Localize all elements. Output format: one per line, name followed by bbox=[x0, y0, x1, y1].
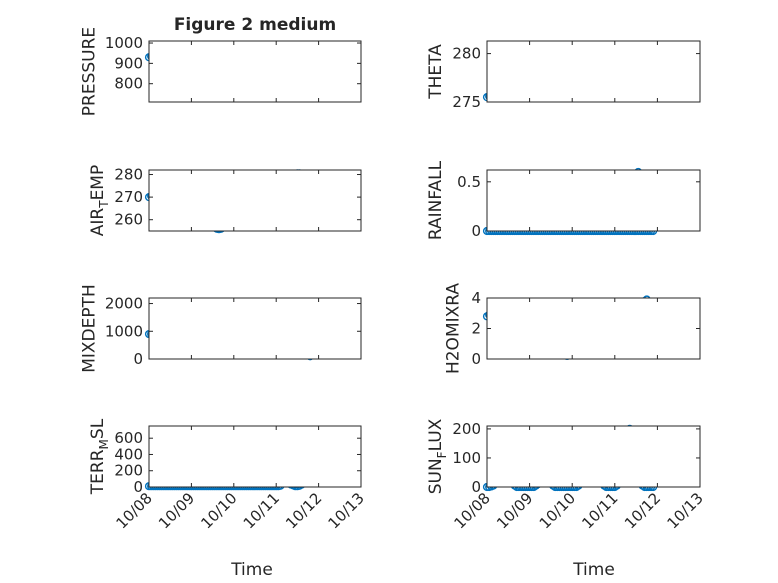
y-tick-label: 0 bbox=[471, 222, 481, 240]
axes-frame bbox=[148, 425, 362, 488]
y-tick-label: 280 bbox=[452, 45, 481, 63]
axes-frame bbox=[486, 297, 701, 360]
y-axis-label: RAINFALL bbox=[426, 160, 446, 240]
y-axis-label: PRESSURE bbox=[80, 27, 100, 116]
subplot-mixdepth: 0 1000 2000 MIXDEPTH bbox=[80, 284, 362, 373]
subplot-theta: 275 280 THETA bbox=[426, 40, 701, 111]
y-axis-label: THETA bbox=[426, 44, 446, 100]
y-tick-label: 0 bbox=[471, 350, 481, 368]
y-tick-label: 275 bbox=[452, 93, 481, 111]
y-tick-label: 400 bbox=[114, 445, 143, 463]
y-axis-label-rest: EMP bbox=[88, 165, 108, 201]
y-axis-label: H2OMIXRA bbox=[443, 283, 463, 374]
y-axis-label-main: PRESSURE bbox=[80, 27, 100, 116]
y-axis-label-main: RAINFALL bbox=[426, 160, 446, 240]
axes-frame bbox=[148, 297, 362, 360]
y-axis-label-main: H2OMIXRA bbox=[443, 283, 463, 374]
y-axis-label: TERRMSL bbox=[88, 418, 111, 495]
y-axis-label: AIRTEMP bbox=[88, 165, 111, 236]
y-tick-label: 0.5 bbox=[457, 173, 481, 191]
x-axis-label-right: Time bbox=[572, 560, 615, 580]
x-axis-label-left: Time bbox=[230, 560, 273, 580]
y-tick-label: 800 bbox=[114, 75, 143, 93]
y-axis-label-main: MIXDEPTH bbox=[80, 284, 100, 373]
y-tick-label: 0 bbox=[133, 350, 143, 368]
y-tick-label: 270 bbox=[114, 188, 143, 206]
figure-title: Figure 2 medium bbox=[174, 15, 336, 35]
subplot-pressure: 800 900 1000 PRESSURE bbox=[80, 27, 362, 116]
y-tick-label: 0 bbox=[471, 478, 481, 496]
y-axis-label-main: TERR bbox=[88, 449, 108, 495]
y-tick-label: 4 bbox=[471, 289, 481, 307]
y-axis-label: SUNFLUX bbox=[426, 418, 449, 494]
axes-frame bbox=[148, 169, 362, 232]
y-tick-label: 100 bbox=[452, 449, 481, 467]
subplot-rainfall: 0 0.5 RAINFALL bbox=[426, 160, 701, 240]
y-axis-label-rest: SL bbox=[88, 418, 108, 439]
y-axis-label-main: THETA bbox=[426, 44, 446, 100]
y-axis-label: MIXDEPTH bbox=[80, 284, 100, 373]
y-axis-label-rest: LUX bbox=[426, 418, 446, 451]
y-tick-label: 600 bbox=[114, 429, 143, 447]
axes-frame bbox=[486, 425, 701, 488]
y-tick-label: 1000 bbox=[105, 34, 143, 52]
y-axis-label-subscript: M bbox=[97, 439, 111, 449]
subplot-h2omixra: 0 2 4 H2OMIXRA bbox=[443, 283, 701, 374]
axes-frame bbox=[486, 40, 701, 103]
y-tick-label: 2000 bbox=[105, 295, 143, 313]
y-tick-label: 0 bbox=[133, 478, 143, 496]
axes-frame bbox=[148, 40, 362, 103]
y-axis-label-main: SUN bbox=[426, 458, 446, 494]
y-tick-label: 200 bbox=[114, 462, 143, 480]
y-tick-label: 200 bbox=[452, 420, 481, 438]
y-tick-label: 2 bbox=[471, 320, 481, 338]
y-tick-label: 900 bbox=[114, 54, 143, 72]
y-axis-label-subscript: T bbox=[97, 200, 111, 209]
y-axis-label-subscript: F bbox=[435, 451, 449, 458]
axes-frame bbox=[486, 169, 701, 232]
y-tick-label: 280 bbox=[114, 166, 143, 184]
y-axis-label-main: AIR bbox=[88, 208, 108, 237]
y-tick-label: 1000 bbox=[105, 322, 143, 340]
y-tick-label: 260 bbox=[114, 211, 143, 229]
